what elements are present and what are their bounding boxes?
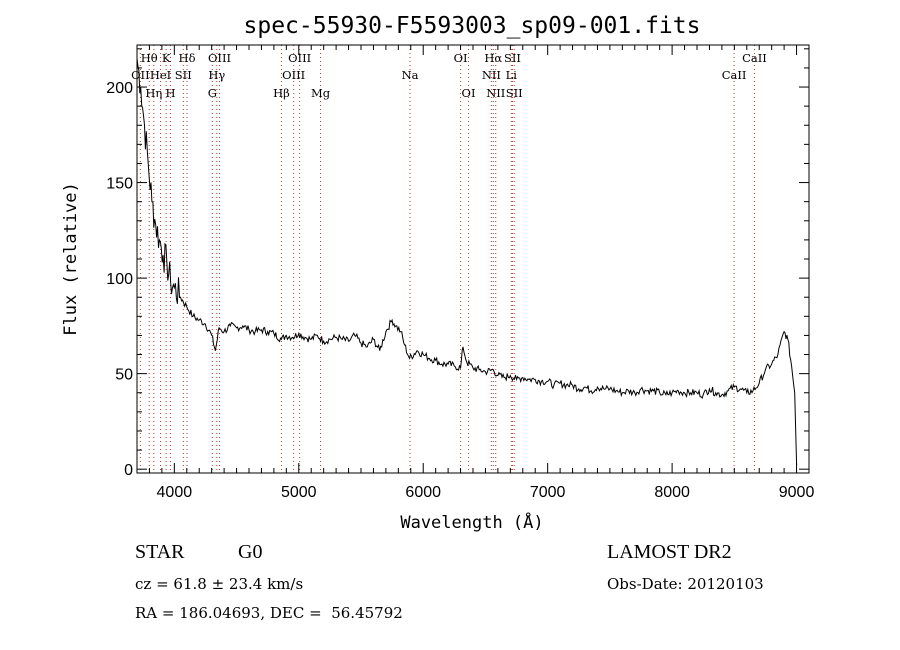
x-tick-label: 7000 [530,484,566,501]
x-tick-label: 9000 [779,484,815,501]
line-label-H: H [165,86,175,100]
x-axis-label: Wavelength (Å) [400,511,543,533]
line-label-HeI: HeI [150,68,171,82]
line-label-SII: SII [175,68,192,82]
y-axis-ticks: 0 50 100 150 200 [106,48,809,479]
line-label-OI-6364: OI [462,86,476,100]
line-label-CaII-8498: CaII [722,68,747,82]
plot-frame [136,44,810,474]
line-label-SII-6731: SII [506,86,523,100]
x-tick-label: 6000 [405,484,441,501]
line-label-NII-6548: NII [482,68,501,82]
x-tick-label: 4000 [157,484,193,501]
line-label-Hη: Hη [145,86,162,100]
line-label-Hβ: Hβ [273,86,290,100]
spectral-line-labels: OIIHθHηHeIKHSIIHδGHγOIIIHβOIIIOIIIMgNaOI… [131,51,767,100]
x-tick-label: 8000 [654,484,690,501]
object-class: STAR [135,541,185,563]
spectrum-line [136,58,798,466]
y-tick-label: 0 [124,462,133,479]
line-label-K: K [162,51,171,65]
y-tick-label: 100 [106,271,133,288]
obs-date: Obs-Date: 20120103 [607,575,764,593]
y-tick-label: 200 [106,80,133,97]
line-label-Li: Li [506,68,518,82]
line-label-Na: Na [402,68,419,82]
spectral-line-markers [139,45,755,473]
line-label-Hδ: Hδ [179,51,196,65]
line-label-Hθ: Hθ [141,51,158,65]
line-label-CaII-8662: CaII [742,51,767,65]
line-label-OIII-4959: OIII [282,68,305,82]
line-label-Hγ: Hγ [208,68,225,82]
line-label-OIII-5007: OIII [288,51,311,65]
line-label-Hα: Hα [484,51,502,65]
line-label-G: G [208,86,217,100]
y-axis-label: Flux (relative) [61,182,81,336]
line-label-Mg: Mg [311,86,331,100]
x-axis-ticks: 4000 5000 6000 7000 8000 9000 [136,45,815,501]
y-tick-label: 150 [106,176,133,193]
line-label-OIII-4363: OIII [208,51,231,65]
x-tick-label: 5000 [281,484,317,501]
line-label-OII: OII [131,68,150,82]
line-label-OI-6300: OI [454,51,468,65]
cz-readout: cz = 61.8 ± 23.4 km/s [135,575,304,593]
coordinates: RA = 186.04693, DEC = 56.45792 [135,604,403,622]
survey-name: LAMOST DR2 [607,541,732,563]
line-label-NII-6583: NII [486,86,505,100]
line-label-SII-6717: SII [504,51,521,65]
chart-title: spec-55930-F5593003_sp09-001.fits [244,13,701,39]
object-subclass: G0 [238,541,263,563]
y-tick-label: 50 [115,367,133,384]
